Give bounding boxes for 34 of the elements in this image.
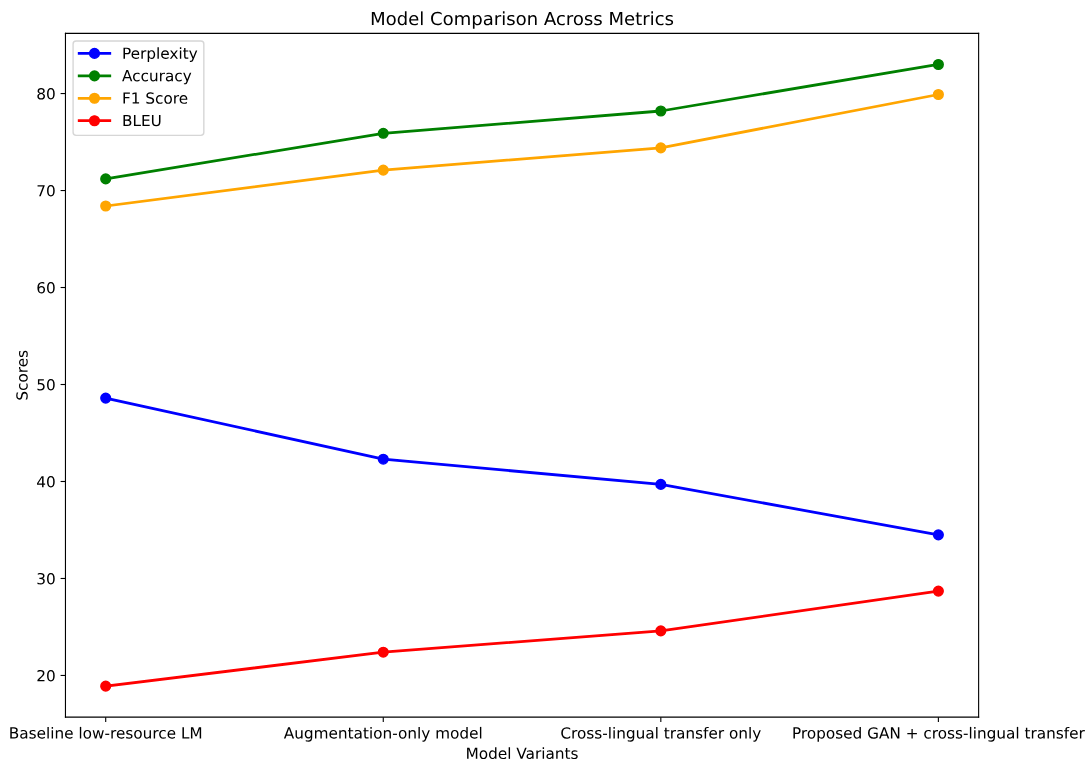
- point: [100, 680, 112, 692]
- point: [100, 173, 112, 185]
- point: [377, 646, 389, 658]
- y-tick-label: 20: [37, 669, 55, 682]
- x-tick-label: Cross-lingual transfer only: [561, 726, 761, 742]
- point: [655, 142, 667, 154]
- point: [377, 164, 389, 176]
- point: [932, 585, 944, 597]
- chart-title: Model Comparison Across Metrics: [371, 11, 674, 29]
- legend-label: Accuracy: [122, 70, 192, 85]
- x-tick-label: Augmentation-only model: [283, 726, 482, 742]
- y-tick-label: 50: [37, 378, 55, 391]
- y-tick-label: 80: [37, 88, 55, 100]
- point: [932, 58, 944, 71]
- point: [932, 88, 944, 101]
- x-axis-title: Model Variants: [467, 747, 578, 760]
- point: [655, 105, 667, 117]
- point: [655, 625, 667, 637]
- point: [932, 529, 944, 541]
- y-tick-label: 30: [37, 572, 55, 585]
- y-axis-title: Scores: [16, 350, 28, 400]
- y-tick-label: 60: [37, 281, 55, 294]
- point: [377, 453, 389, 465]
- x-tick-label: Baseline low-resource LM: [10, 726, 202, 739]
- y-tick-label: 40: [37, 475, 55, 488]
- legend-label: BLEU: [123, 114, 161, 127]
- point: [100, 200, 112, 212]
- point: [377, 127, 389, 139]
- point: [100, 392, 112, 404]
- legend-label: Perplexity: [123, 47, 198, 62]
- x-tick-label: Proposed GAN + cross-lingual transfer: [793, 726, 1085, 742]
- legend-label: F1 Score: [123, 92, 188, 104]
- point: [655, 478, 667, 490]
- y-tick-label: 70: [37, 185, 55, 197]
